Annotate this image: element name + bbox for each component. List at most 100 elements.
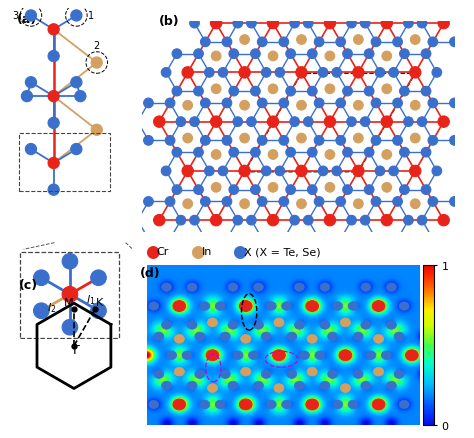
Circle shape xyxy=(286,148,295,158)
Circle shape xyxy=(365,87,374,97)
Circle shape xyxy=(239,399,252,410)
Circle shape xyxy=(34,270,49,286)
Circle shape xyxy=(267,215,279,226)
Text: (b): (b) xyxy=(159,15,180,28)
Circle shape xyxy=(303,117,313,127)
Circle shape xyxy=(393,38,402,48)
Circle shape xyxy=(438,117,449,128)
Circle shape xyxy=(240,134,249,144)
Circle shape xyxy=(183,134,192,144)
Circle shape xyxy=(182,67,193,79)
Circle shape xyxy=(325,85,335,95)
Circle shape xyxy=(417,117,427,127)
Circle shape xyxy=(361,283,371,292)
Text: $\Gamma$: $\Gamma$ xyxy=(72,344,81,357)
Circle shape xyxy=(314,197,324,207)
Circle shape xyxy=(290,117,300,127)
Circle shape xyxy=(336,38,346,48)
Circle shape xyxy=(229,185,238,195)
Circle shape xyxy=(393,136,402,146)
Circle shape xyxy=(318,167,328,177)
Circle shape xyxy=(410,67,421,79)
Circle shape xyxy=(194,185,203,195)
Circle shape xyxy=(432,167,442,177)
Circle shape xyxy=(75,92,86,102)
Circle shape xyxy=(371,99,381,109)
Circle shape xyxy=(48,92,59,102)
Text: Cr: Cr xyxy=(156,247,169,257)
Circle shape xyxy=(320,283,330,292)
Circle shape xyxy=(201,99,210,109)
Circle shape xyxy=(361,381,371,390)
Circle shape xyxy=(394,370,404,378)
Circle shape xyxy=(432,68,442,78)
Circle shape xyxy=(354,134,363,144)
Circle shape xyxy=(176,117,186,127)
Text: M: M xyxy=(64,297,73,307)
Circle shape xyxy=(450,38,459,48)
Circle shape xyxy=(279,197,289,207)
Circle shape xyxy=(239,67,250,79)
Text: (c): (c) xyxy=(18,279,37,292)
Circle shape xyxy=(306,301,319,312)
Circle shape xyxy=(154,332,164,341)
Circle shape xyxy=(325,183,335,193)
Circle shape xyxy=(450,99,459,109)
Circle shape xyxy=(195,332,205,341)
Circle shape xyxy=(297,134,306,144)
Circle shape xyxy=(294,321,304,329)
Circle shape xyxy=(307,367,317,376)
Circle shape xyxy=(187,321,197,329)
Circle shape xyxy=(144,136,153,146)
Circle shape xyxy=(294,381,304,390)
Circle shape xyxy=(162,381,172,390)
Circle shape xyxy=(343,87,352,97)
Text: ●: ● xyxy=(145,243,159,261)
Circle shape xyxy=(303,19,313,29)
Circle shape xyxy=(154,370,164,378)
Circle shape xyxy=(318,68,328,78)
Circle shape xyxy=(266,302,276,311)
Circle shape xyxy=(282,400,292,409)
Circle shape xyxy=(360,216,370,226)
Circle shape xyxy=(403,216,413,226)
Circle shape xyxy=(405,350,418,361)
Bar xyxy=(19,134,109,191)
Circle shape xyxy=(91,270,106,286)
Text: $l_2$: $l_2$ xyxy=(46,300,56,314)
Circle shape xyxy=(254,381,264,390)
Circle shape xyxy=(167,351,177,360)
Circle shape xyxy=(346,216,356,226)
Circle shape xyxy=(211,52,221,62)
Circle shape xyxy=(62,254,78,269)
Circle shape xyxy=(308,148,317,158)
Circle shape xyxy=(194,50,203,60)
Circle shape xyxy=(314,38,324,48)
Circle shape xyxy=(346,117,356,127)
Circle shape xyxy=(421,185,431,195)
Circle shape xyxy=(325,52,335,62)
Circle shape xyxy=(210,117,222,128)
Circle shape xyxy=(428,197,438,207)
Circle shape xyxy=(403,19,413,29)
Circle shape xyxy=(333,302,343,311)
Circle shape xyxy=(286,87,295,97)
Circle shape xyxy=(275,167,285,177)
Circle shape xyxy=(332,68,342,78)
Circle shape xyxy=(381,351,391,360)
Circle shape xyxy=(251,148,260,158)
Circle shape xyxy=(261,68,271,78)
Circle shape xyxy=(336,136,346,146)
Circle shape xyxy=(190,117,200,127)
Circle shape xyxy=(241,367,251,376)
Circle shape xyxy=(25,11,36,22)
Circle shape xyxy=(257,38,267,48)
Circle shape xyxy=(228,283,238,292)
Circle shape xyxy=(274,384,284,392)
Circle shape xyxy=(204,68,214,78)
Circle shape xyxy=(400,50,409,60)
Circle shape xyxy=(421,148,431,158)
Circle shape xyxy=(229,87,238,97)
Circle shape xyxy=(353,67,364,79)
Circle shape xyxy=(220,332,230,341)
